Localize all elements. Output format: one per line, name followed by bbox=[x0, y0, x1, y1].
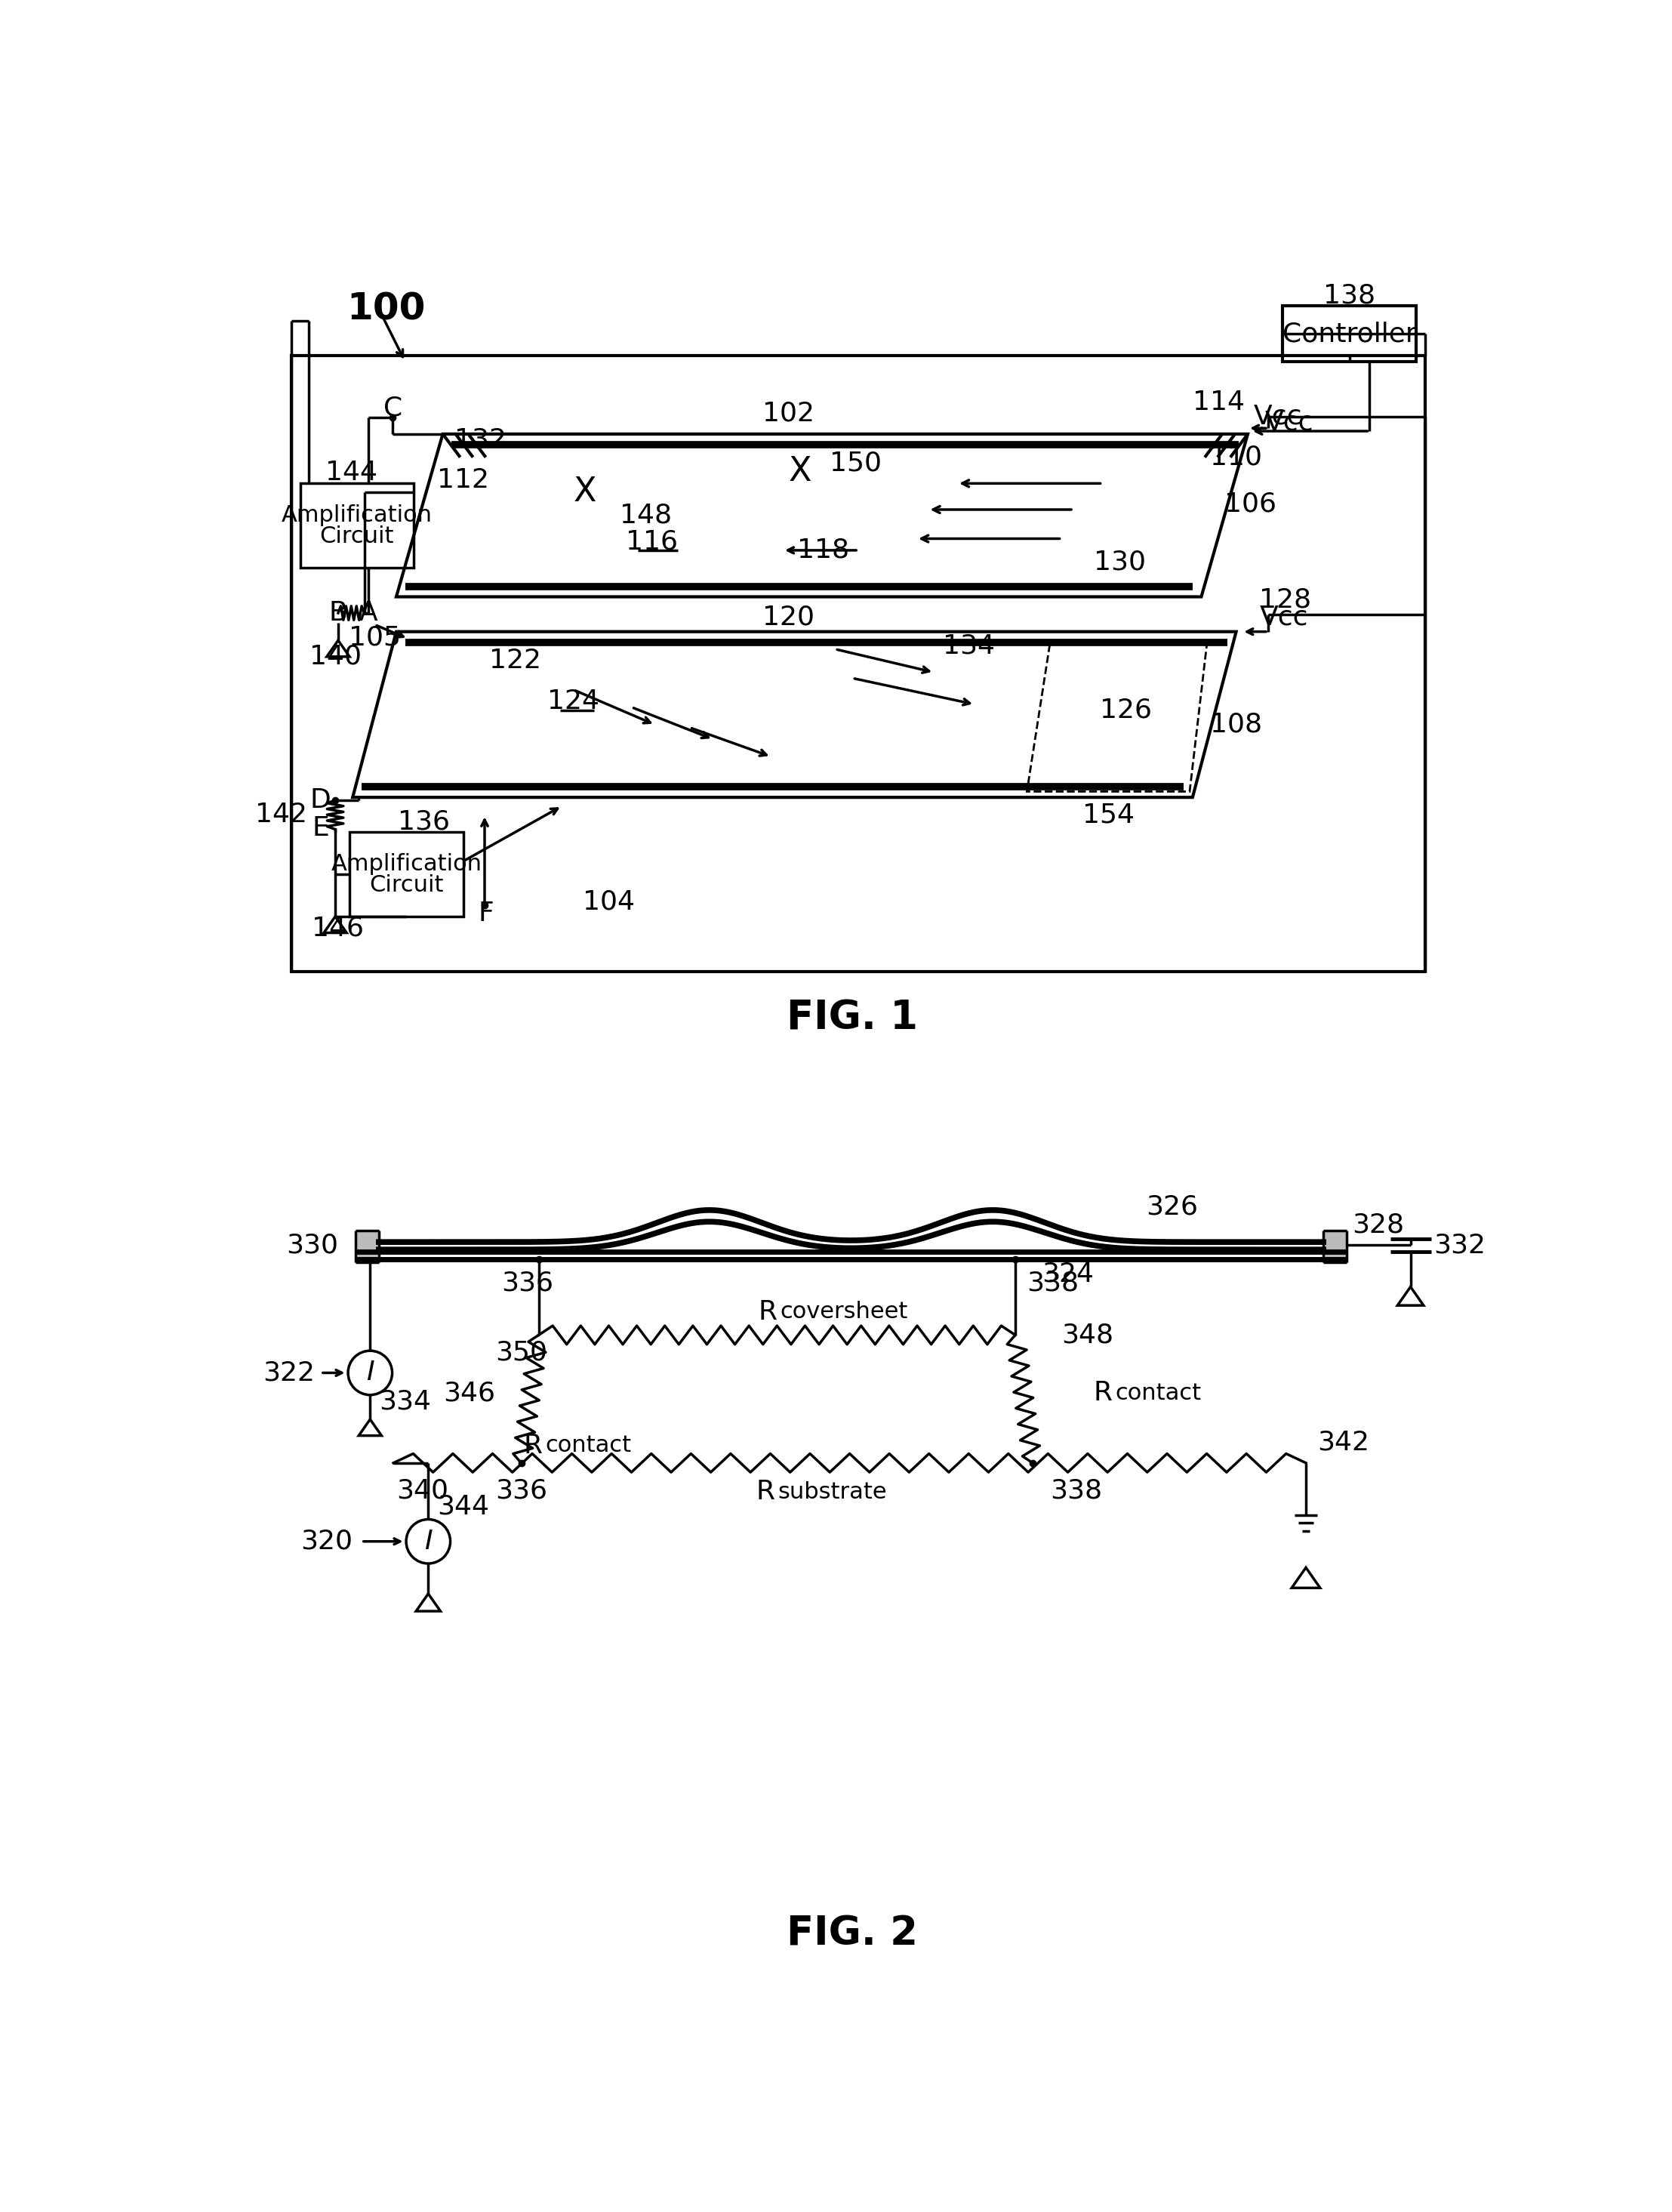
Text: I: I bbox=[425, 1528, 433, 1555]
Text: 324: 324 bbox=[1042, 1261, 1093, 1287]
Text: 134: 134 bbox=[943, 633, 995, 659]
Text: 118: 118 bbox=[798, 538, 849, 564]
Text: 336: 336 bbox=[502, 1270, 553, 1296]
Text: contact: contact bbox=[1115, 1382, 1202, 1405]
Text: 346: 346 bbox=[443, 1380, 495, 1407]
Text: 126: 126 bbox=[1100, 697, 1152, 723]
Text: contact: contact bbox=[545, 1436, 632, 1455]
Bar bbox=[1282, 305, 1416, 361]
Text: 148: 148 bbox=[620, 502, 672, 529]
Bar bbox=[349, 832, 463, 916]
Text: 116: 116 bbox=[625, 529, 679, 555]
Text: FIG. 1: FIG. 1 bbox=[788, 998, 918, 1037]
Text: Vcc: Vcc bbox=[1254, 405, 1302, 429]
Text: R: R bbox=[756, 1480, 774, 1504]
Text: 322: 322 bbox=[263, 1360, 314, 1385]
Text: D: D bbox=[311, 787, 331, 814]
Text: coversheet: coversheet bbox=[779, 1301, 908, 1323]
Text: R: R bbox=[523, 1433, 542, 1458]
Text: C: C bbox=[385, 396, 403, 420]
Text: Controller: Controller bbox=[1282, 321, 1416, 347]
Text: X: X bbox=[573, 476, 597, 509]
Text: 336: 336 bbox=[495, 1478, 547, 1504]
Text: F: F bbox=[478, 900, 495, 927]
Text: 338: 338 bbox=[1050, 1478, 1102, 1504]
Bar bbox=[301, 484, 413, 568]
Text: 128: 128 bbox=[1259, 586, 1311, 613]
Text: 150: 150 bbox=[829, 451, 881, 476]
Text: 122: 122 bbox=[490, 648, 542, 675]
Text: 130: 130 bbox=[1093, 549, 1145, 575]
Text: 112: 112 bbox=[436, 467, 490, 493]
Bar bbox=[291, 356, 1425, 971]
Text: 105: 105 bbox=[349, 624, 401, 650]
Text: 132: 132 bbox=[455, 427, 507, 453]
Text: Circuit: Circuit bbox=[319, 524, 395, 546]
Text: X: X bbox=[789, 456, 811, 489]
Text: 338: 338 bbox=[1027, 1270, 1078, 1296]
Text: R: R bbox=[757, 1298, 777, 1325]
Text: E: E bbox=[313, 816, 329, 841]
Text: 104: 104 bbox=[582, 889, 634, 916]
Text: Amplification: Amplification bbox=[331, 854, 482, 874]
Text: I: I bbox=[366, 1360, 375, 1385]
Text: Amplification: Amplification bbox=[281, 504, 433, 526]
Text: A: A bbox=[359, 599, 378, 626]
Text: 344: 344 bbox=[436, 1493, 490, 1520]
Text: Circuit: Circuit bbox=[370, 874, 443, 896]
Text: 334: 334 bbox=[380, 1389, 431, 1416]
Text: 136: 136 bbox=[398, 810, 450, 834]
Text: 146: 146 bbox=[313, 916, 364, 940]
Text: 124: 124 bbox=[547, 688, 600, 714]
Text: 110: 110 bbox=[1211, 445, 1262, 471]
Text: 320: 320 bbox=[301, 1528, 353, 1555]
Text: 106: 106 bbox=[1224, 491, 1277, 518]
Text: 340: 340 bbox=[396, 1478, 448, 1504]
Text: 138: 138 bbox=[1324, 283, 1376, 307]
Text: 144: 144 bbox=[324, 460, 378, 487]
Text: 140: 140 bbox=[309, 644, 361, 668]
Text: Vcc: Vcc bbox=[1259, 604, 1308, 630]
Text: 350: 350 bbox=[495, 1340, 547, 1365]
Text: 328: 328 bbox=[1353, 1212, 1404, 1237]
Text: 154: 154 bbox=[1082, 803, 1134, 827]
Text: 120: 120 bbox=[762, 604, 814, 630]
Text: R: R bbox=[1093, 1380, 1112, 1407]
Text: 330: 330 bbox=[286, 1232, 338, 1259]
Text: 100: 100 bbox=[346, 292, 426, 327]
Text: 332: 332 bbox=[1435, 1232, 1486, 1259]
Text: 108: 108 bbox=[1211, 712, 1262, 737]
Text: 326: 326 bbox=[1147, 1194, 1199, 1221]
Text: substrate: substrate bbox=[777, 1482, 888, 1502]
Text: 142: 142 bbox=[256, 803, 308, 827]
Text: B: B bbox=[329, 599, 348, 626]
Text: 348: 348 bbox=[1062, 1323, 1114, 1347]
Text: 114: 114 bbox=[1192, 389, 1244, 416]
Text: 102: 102 bbox=[762, 400, 814, 427]
Text: FIG. 2: FIG. 2 bbox=[788, 1913, 918, 1953]
Text: 342: 342 bbox=[1318, 1429, 1369, 1455]
Text: Vcc: Vcc bbox=[1266, 409, 1314, 436]
